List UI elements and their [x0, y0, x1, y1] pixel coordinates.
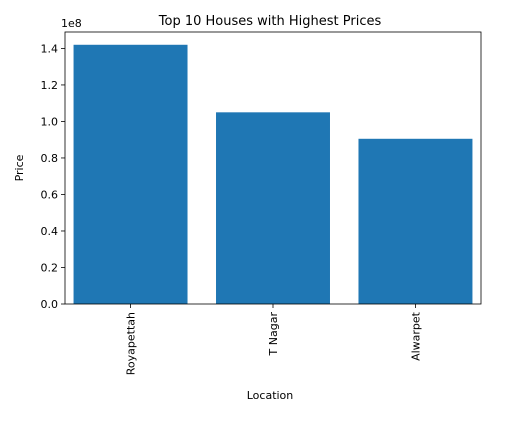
- x-tick-label: T Nagar: [267, 312, 280, 357]
- y-tick-label: 1.0: [41, 115, 59, 128]
- x-axis-label: Location: [247, 389, 294, 402]
- bar-royapettah: [73, 44, 188, 304]
- y-tick-label: 1.2: [41, 79, 59, 92]
- y-tick-label: 0.6: [41, 188, 59, 201]
- y-axis: 0.0 0.2 0.4 0.6 0.8 1.0 1.2 1.4: [41, 42, 65, 311]
- y-tick-label: 0.2: [41, 261, 59, 274]
- x-tick-label: Royapettah: [125, 312, 138, 375]
- chart-title: Top 10 Houses with Highest Prices: [158, 14, 382, 29]
- y-tick-label: 1.4: [41, 42, 59, 55]
- y-axis-label: Price: [13, 154, 26, 181]
- y-tick-label: 0.4: [41, 225, 59, 238]
- bar-alwarpet: [358, 138, 473, 304]
- y-tick-label: 0.8: [41, 152, 59, 165]
- bars-group: [73, 44, 473, 305]
- x-tick-label: Alwarpet: [409, 311, 422, 361]
- y-offset-label: 1e8: [61, 17, 82, 30]
- x-axis: Royapettah T Nagar Alwarpet: [125, 304, 422, 375]
- y-tick-label: 0.0: [41, 298, 59, 311]
- bar-t-nagar: [216, 112, 330, 305]
